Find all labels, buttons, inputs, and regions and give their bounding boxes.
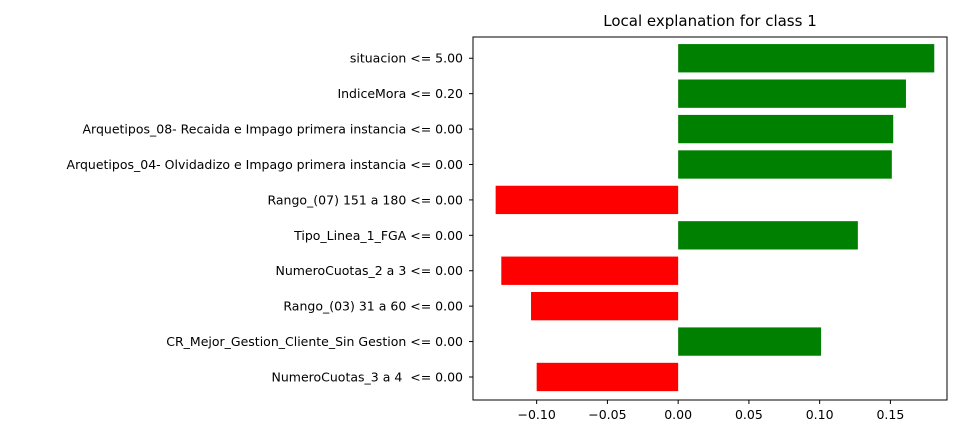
bar-1 bbox=[678, 44, 935, 73]
x-ticks-group: −0.10 −0.05 0.00 0.05 0.10 0.15 bbox=[518, 400, 904, 422]
bar-2 bbox=[678, 79, 906, 108]
y-tick-label: CR_Mejor_Gestion_Cliente_Sin Gestion <= … bbox=[166, 334, 463, 349]
bar-8 bbox=[531, 291, 679, 321]
bar-4 bbox=[678, 150, 892, 179]
x-tick-label: −0.05 bbox=[588, 407, 626, 422]
x-tick-label: −0.10 bbox=[518, 407, 556, 422]
bar-10 bbox=[536, 362, 679, 392]
y-tick-label: Rango_(03) 31 a 60 <= 0.00 bbox=[283, 299, 463, 314]
y-tick-label: IndiceMora <= 0.20 bbox=[337, 86, 463, 101]
y-tick-label: situacion <= 5.00 bbox=[350, 51, 463, 66]
y-labels-group: situacion <= 5.00 IndiceMora <= 0.20 Arque… bbox=[67, 51, 473, 384]
bar-3 bbox=[678, 114, 894, 144]
x-tick-label: 0.05 bbox=[735, 407, 763, 422]
chart-title: Local explanation for class 1 bbox=[603, 12, 817, 30]
bar-6 bbox=[678, 221, 858, 250]
y-tick-label: Tipo_Linea_1_FGA <= 0.00 bbox=[293, 228, 463, 243]
y-tick-label: Arquetipos_08- Recaida e Impago primera … bbox=[83, 122, 464, 137]
y-tick-label: NumeroCuotas_3 a 4 <= 0.00 bbox=[272, 369, 464, 384]
bar-9 bbox=[678, 327, 822, 356]
y-tick-label: Arquetipos_04- Olvidadizo e Impago prime… bbox=[67, 157, 464, 172]
bar-7 bbox=[501, 256, 679, 285]
bars-group bbox=[495, 44, 935, 392]
y-tick-label: Rango_(07) 151 a 180 <= 0.00 bbox=[267, 192, 463, 207]
y-tick-label: NumeroCuotas_2 a 3 <= 0.00 bbox=[275, 263, 463, 278]
x-tick-label: 0.15 bbox=[876, 407, 904, 422]
x-tick-label: 0.10 bbox=[806, 407, 834, 422]
bar-5 bbox=[495, 185, 679, 215]
x-tick-label: 0.00 bbox=[664, 407, 692, 422]
axes-frame bbox=[472, 36, 948, 401]
